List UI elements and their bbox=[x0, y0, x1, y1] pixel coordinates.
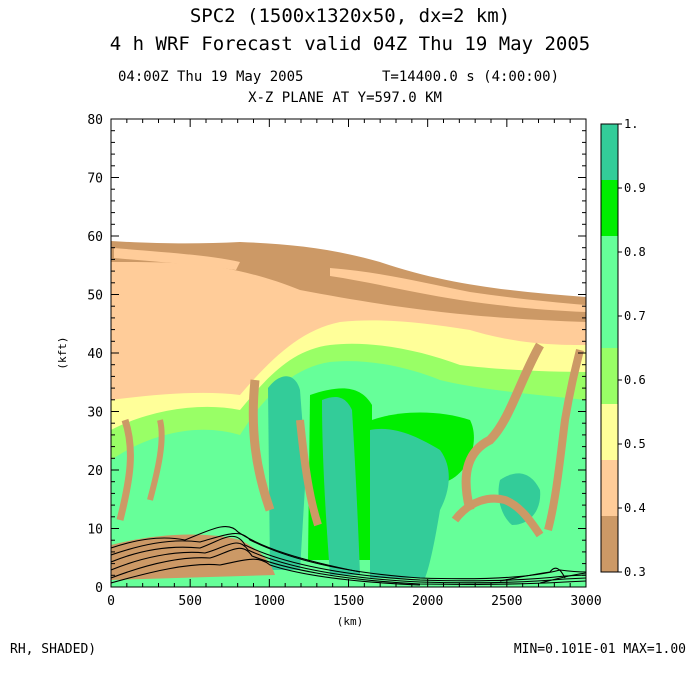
colorbar: 0.3 0.4 0.5 0.6 0.7 0.8 0.9 1. bbox=[600, 117, 646, 579]
x-axis-label: (km) bbox=[337, 615, 364, 628]
rh-region-teal bbox=[498, 473, 541, 525]
y-tick-label: 80 bbox=[87, 113, 103, 128]
colorbar-tick-label: 0.4 bbox=[624, 501, 646, 515]
x-tick-label: 3000 bbox=[570, 594, 601, 609]
rh-region-tan-boundary bbox=[111, 534, 275, 580]
rh-region-teal bbox=[268, 376, 306, 570]
rh-plume-tan bbox=[248, 379, 275, 512]
rh-plume-tan bbox=[296, 419, 322, 527]
colorbar-tick-label: 1. bbox=[624, 117, 638, 131]
colorbar-swatch bbox=[601, 236, 618, 292]
colorbar-swatch bbox=[601, 180, 618, 236]
forecast-subtitle: 4 h WRF Forecast valid 04Z Thu 19 May 20… bbox=[109, 33, 591, 55]
y-tick-label: 50 bbox=[87, 289, 103, 304]
chart-title: SPC2 (1500x1320x50, dx=2 km) bbox=[189, 5, 511, 27]
x-tick-label: 0 bbox=[107, 594, 115, 609]
rh-plume-tan bbox=[451, 494, 544, 538]
plane-label: X-Z PLANE AT Y=597.0 KM bbox=[248, 90, 442, 106]
y-axis: 0 10 20 30 40 50 60 70 80 bbox=[87, 113, 586, 596]
rh-streak-peach bbox=[114, 248, 240, 270]
y-tick-label: 30 bbox=[87, 406, 103, 421]
y-tick-label: 60 bbox=[87, 230, 103, 245]
y-tick-label: 0 bbox=[95, 581, 103, 596]
y-tick-label: 10 bbox=[87, 523, 103, 538]
rh-region-teal bbox=[370, 428, 449, 578]
colorbar-swatch bbox=[601, 124, 618, 180]
x-tick-label: 2000 bbox=[412, 594, 443, 609]
colorbar-swatch bbox=[601, 460, 618, 516]
x-tick-label: 1000 bbox=[254, 594, 285, 609]
x-tick-label: 1500 bbox=[333, 594, 364, 609]
rh-plume-tan bbox=[116, 418, 134, 521]
x-axis: 0 500 1000 1500 2000 2500 3000 bbox=[107, 119, 602, 609]
colorbar-tick-label: 0.3 bbox=[624, 565, 646, 579]
valid-time-label: 04:00Z Thu 19 May 2005 bbox=[118, 69, 304, 85]
x-tick-label: 2500 bbox=[491, 594, 522, 609]
min-max-label: MIN=0.101E-01 MAX=1.00 bbox=[513, 642, 686, 657]
rh-streak-peach bbox=[330, 268, 586, 312]
colorbar-frame bbox=[600, 123, 619, 573]
line-contours bbox=[111, 526, 586, 586]
rh-shaded-field bbox=[111, 119, 586, 587]
colorbar-tick-label: 0.7 bbox=[624, 309, 646, 323]
rh-plume-tan bbox=[461, 342, 544, 512]
y-tick-label: 70 bbox=[87, 172, 103, 187]
colorbar-swatch bbox=[601, 516, 618, 572]
colorbar-swatch bbox=[601, 348, 618, 404]
x-tick-label: 500 bbox=[178, 594, 201, 609]
y-tick-label: 40 bbox=[87, 347, 103, 362]
variable-label: RH, SHADED) bbox=[10, 642, 97, 657]
colorbar-tick-label: 0.9 bbox=[624, 181, 646, 195]
colorbar-swatch bbox=[601, 404, 618, 460]
colorbar-tick-label: 0.6 bbox=[624, 373, 646, 387]
elapsed-seconds-label: T=14400.0 s (4:00:00) bbox=[382, 69, 560, 85]
colorbar-swatch bbox=[601, 292, 618, 348]
colorbar-tick-label: 0.8 bbox=[624, 245, 646, 259]
colorbar-tick-label: 0.5 bbox=[624, 437, 646, 451]
rh-plume-tan bbox=[147, 419, 165, 501]
y-tick-label: 20 bbox=[87, 464, 103, 479]
rh-region-teal bbox=[322, 397, 360, 575]
y-axis-label: (kft) bbox=[56, 336, 69, 369]
rh-plume-tan bbox=[544, 349, 584, 532]
